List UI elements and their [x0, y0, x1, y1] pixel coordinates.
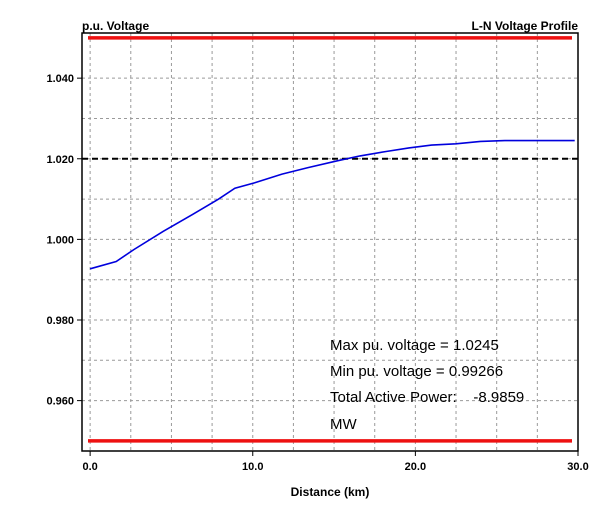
x-axis-label: Distance (km): [291, 485, 370, 499]
annotation-total-power: Total Active Power: -8.9859: [330, 389, 524, 406]
x-tick-label: 20.0: [405, 461, 426, 473]
x-tick-label: 10.0: [242, 461, 263, 473]
annotation-min-voltage: Min pu. voltage = 0.99266: [330, 363, 503, 380]
annotation-max-voltage: Max pu. voltage = 1.0245: [330, 337, 499, 354]
axis-ticks: 0.0 10.0 20.0 30.0 0.960 0.980 1.000 1.020 1.040: [46, 73, 588, 473]
y-tick-label: 0.960: [46, 396, 74, 408]
annotation-power-unit: MW: [330, 416, 357, 433]
y-tick-label: 1.020: [46, 154, 74, 166]
y-tick-label: 0.980: [46, 315, 74, 327]
y-axis-label: p.u. Voltage: [82, 19, 149, 33]
grid-lines: [82, 33, 578, 451]
x-tick-label: 30.0: [567, 461, 588, 473]
series-lines: [89, 139, 575, 270]
x-tick-label: 0.0: [82, 461, 97, 473]
annotation-box: Max pu. voltage = 1.0245 Min pu. voltage…: [330, 337, 524, 433]
series-line: [89, 139, 575, 270]
y-tick-label: 1.040: [46, 73, 74, 85]
y-tick-label: 1.000: [46, 234, 74, 246]
reference-lines: [82, 36, 578, 443]
plot-frame: [81, 32, 579, 452]
chart-title: L-N Voltage Profile: [472, 19, 579, 33]
